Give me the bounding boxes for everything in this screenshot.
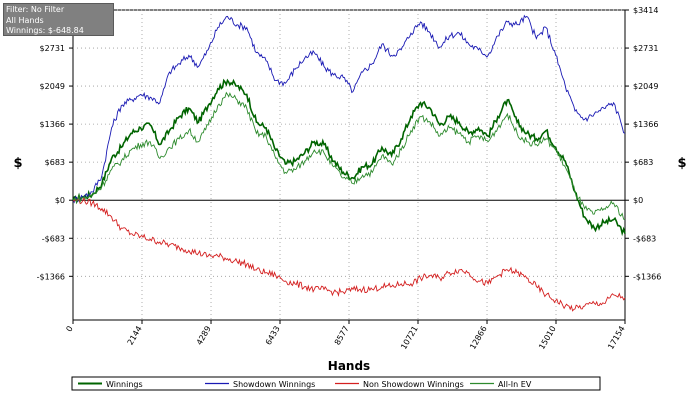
legend-label-winnings: Winnings — [106, 380, 143, 389]
x-tick-label: 10721 — [399, 325, 420, 352]
x-tick-label: 4289 — [195, 325, 213, 347]
y-tick-label-right: $0 — [633, 196, 643, 205]
y-tick-label-right: $683 — [633, 158, 653, 167]
series-layer — [72, 14, 626, 312]
x-tick-label: 17154 — [606, 325, 627, 352]
legend-label-all-in-ev: All-In EV — [498, 380, 532, 389]
x-axis-label: Hands — [328, 359, 370, 373]
filter-label: Filter: No Filter — [6, 5, 65, 14]
x-tick-label: 2144 — [126, 325, 144, 347]
winnings-label: Winnings: $-648.84 — [6, 26, 84, 35]
y-tick-label-right: -$683 — [633, 234, 656, 243]
legend: Winnings Showdown Winnings Non Showdown Wi… — [71, 376, 601, 391]
hands-filter-label: All Hands — [6, 15, 44, 25]
y-tick-label-left: -$683 — [42, 234, 65, 243]
y-axis-label-right: $ — [677, 156, 686, 171]
series-line-showdown-winnings — [72, 14, 626, 204]
x-tick-label: 6433 — [264, 325, 282, 347]
x-tick-label: 0 — [64, 325, 74, 334]
y-tick-label-left: $1366 — [40, 120, 65, 129]
grid-layer — [72, 9, 626, 321]
x-tick-label: 15010 — [537, 325, 558, 352]
filter-info-box: Filter: No Filter All Hands Winnings: $-… — [3, 3, 114, 36]
x-tick-label: 12866 — [468, 325, 489, 352]
y-tick-label-left: $2731 — [40, 44, 65, 53]
legend-label-non-showdown-winnings: Non Showdown Winnings — [363, 380, 464, 389]
y-tick-label-left: $0 — [55, 196, 65, 205]
y-tick-label-right: -$1366 — [633, 272, 661, 281]
y-tick-label-right: $1366 — [633, 120, 658, 129]
x-tick-label: 8577 — [333, 325, 351, 347]
series-line-all-in-ev — [72, 91, 626, 221]
series-line-winnings — [72, 78, 626, 237]
y-axis-label-left: $ — [13, 156, 22, 171]
plot-frame — [72, 9, 626, 321]
y-tick-label-right: $2049 — [633, 82, 658, 91]
legend-label-showdown-winnings: Showdown Winnings — [233, 380, 315, 389]
y-tick-label-right: $3414 — [633, 6, 658, 15]
y-tick-label-right: $2731 — [633, 44, 658, 53]
y-tick-label-left: -$1366 — [37, 272, 65, 281]
y-tick-label-left: $683 — [45, 158, 65, 167]
y-tick-label-left: $2049 — [40, 82, 65, 91]
series-line-non-showdown-winnings — [72, 196, 626, 312]
